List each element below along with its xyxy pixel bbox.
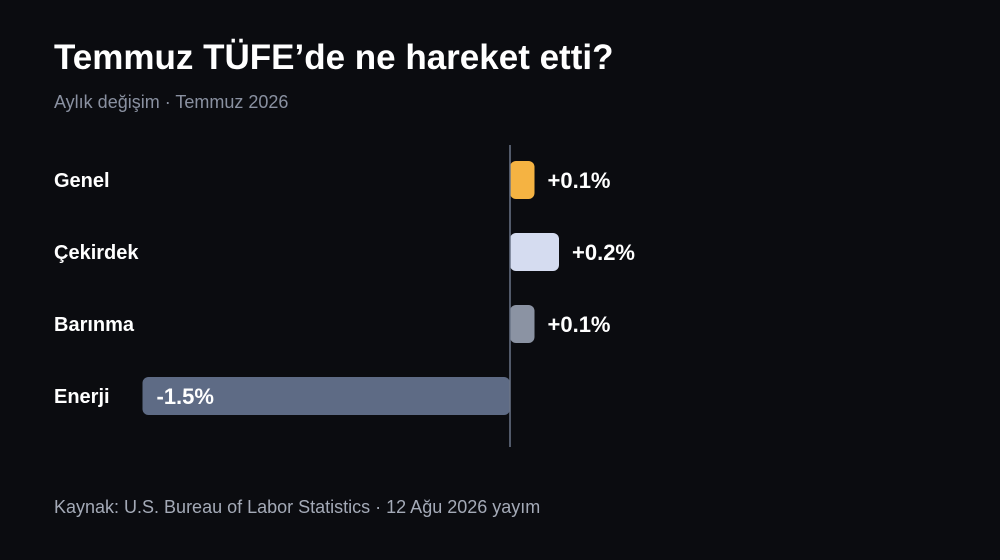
bar <box>142 377 510 415</box>
category-label: Barınma <box>54 314 135 336</box>
bar <box>510 233 559 271</box>
value-label: +0.1% <box>548 168 611 193</box>
category-label: Çekirdek <box>54 242 139 264</box>
category-label: Genel <box>54 170 110 192</box>
value-label: +0.1% <box>548 312 611 337</box>
chart-title: Temmuz TÜFE’de ne hareket etti? <box>54 38 614 77</box>
value-label: +0.2% <box>572 240 635 265</box>
bar <box>510 161 535 199</box>
chart-subtitle: Aylık değişim · Temmuz 2026 <box>54 92 289 112</box>
category-label: Enerji <box>54 386 110 408</box>
bar <box>510 305 535 343</box>
source-note: Kaynak: U.S. Bureau of Labor Statistics … <box>54 497 541 517</box>
value-label: -1.5% <box>157 384 214 409</box>
